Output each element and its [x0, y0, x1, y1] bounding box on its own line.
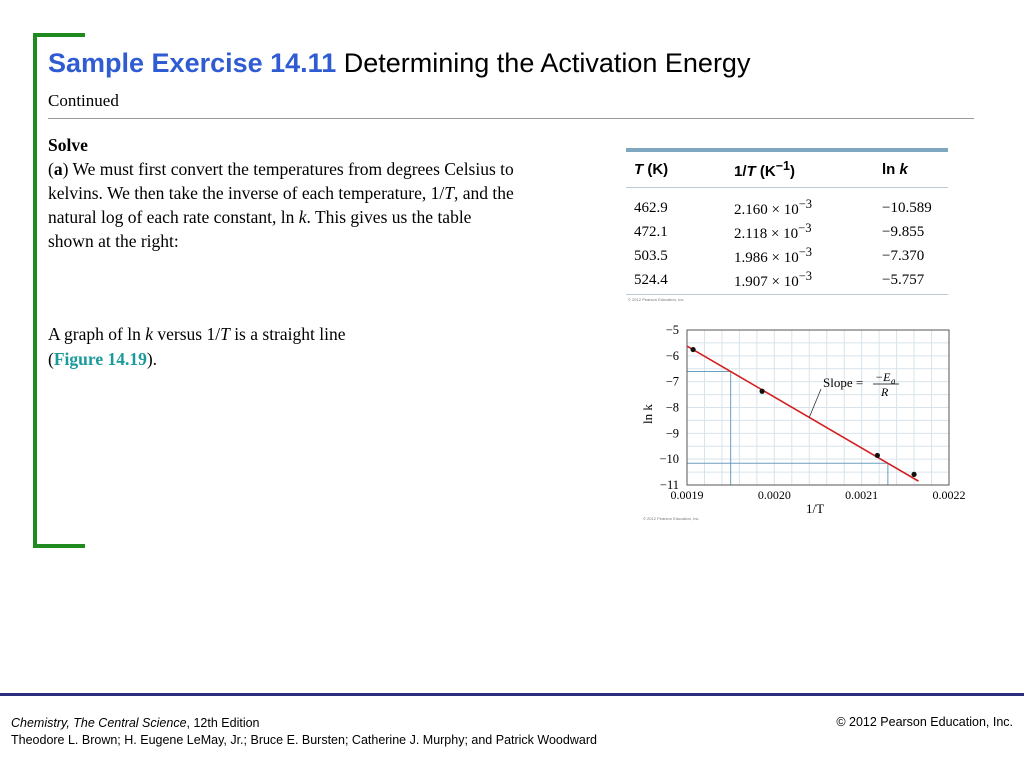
- graph-close: ).: [146, 349, 158, 369]
- footer-authors: Theodore L. Brown; H. Eugene LeMay, Jr.;…: [11, 733, 597, 747]
- data-table: T (K) 1/T (K−1) ln k 462.9 2.160 × 10−3 −1…: [626, 148, 948, 302]
- fit-line: [686, 345, 919, 482]
- table-top-bar: [626, 148, 948, 152]
- arrhenius-plot: −5 −6 −7 −8 −9 −10 −11 0.0019 0.0020 0.0021 0.002…: [640, 323, 966, 516]
- y-tick-label: −6: [666, 349, 679, 363]
- cell-inverse-temperature: 2.160 × 10−3: [734, 197, 813, 218]
- part-open: (: [48, 159, 54, 179]
- x-axis-label: 1/T: [806, 501, 824, 516]
- x-tick-label: 0.0021: [845, 488, 878, 502]
- footer-citation: Chemistry, The Central Science, 12th Edi…: [11, 715, 597, 749]
- slide-bracket: [33, 33, 85, 548]
- cell-ln-k: −5.757: [882, 271, 925, 288]
- table-row: 524.4 1.907 × 10−3 −5.757: [626, 268, 948, 292]
- solve-block: Solve (a) We must first convert the temp…: [48, 133, 518, 253]
- y-tick-label: −5: [666, 323, 679, 337]
- cell-inverse-temperature: 1.986 × 10−3: [734, 245, 813, 266]
- footer-book: Chemistry, The Central Science: [11, 716, 187, 730]
- table-row: 462.9 2.160 × 10−3 −10.589: [626, 188, 948, 221]
- graph-text-c: is a straight line: [229, 324, 346, 344]
- header-temperature: T (K): [626, 152, 726, 188]
- table-row: 472.1 2.118 × 10−3 −9.855: [626, 220, 948, 244]
- y-tick-label: −11: [660, 478, 679, 492]
- data-point: [690, 346, 696, 353]
- part-letter: a: [53, 159, 63, 179]
- graph-open: (: [48, 349, 54, 369]
- graph-text-b: versus 1/: [153, 324, 221, 344]
- solve-var-k: k: [298, 207, 307, 227]
- solve-text-1: We must first convert the temperatures f…: [48, 159, 514, 203]
- solve-paragraph: (a) We must first convert the temperatur…: [48, 157, 518, 253]
- footer-divider: [0, 693, 1024, 696]
- header-ln-k: ln k: [874, 152, 948, 188]
- y-tick-label: −8: [666, 401, 679, 415]
- bracket-vertical: [33, 33, 37, 548]
- x-tick-label: 0.0022: [933, 488, 966, 502]
- solve-heading: Solve: [48, 135, 88, 155]
- slope-subscript: a: [891, 376, 896, 386]
- cell-temperature: 503.5: [634, 247, 668, 264]
- title-rest: Determining the Activation Energy: [336, 48, 751, 78]
- slope-denominator: R: [880, 385, 889, 399]
- slope-label: Slope =: [823, 375, 863, 390]
- plot-grid: [686, 329, 950, 486]
- part-close: ): [62, 159, 69, 179]
- bracket-top: [33, 33, 85, 37]
- cell-ln-k: −10.589: [882, 199, 932, 216]
- title-highlight: Sample Exercise 14.11: [48, 48, 337, 78]
- title-divider: [48, 118, 974, 119]
- cell-temperature: 472.1: [634, 223, 668, 240]
- graph-text-a: A graph of ln: [48, 324, 146, 344]
- slope-annotation: Slope = −E aR: [808, 370, 899, 418]
- x-tick-labels: 0.0019 0.0020 0.0021 0.0022: [671, 488, 966, 502]
- slide-subtitle: Continued: [48, 91, 119, 110]
- plot-guides: [687, 371, 889, 485]
- cell-inverse-temperature: 2.118 × 10−3: [734, 221, 812, 242]
- solve-var-t: T: [444, 183, 454, 203]
- table-row: 503.5 1.986 × 10−3 −7.370: [626, 244, 948, 268]
- x-tick-label: 0.0019: [671, 488, 704, 502]
- cell-inverse-temperature: 1.907 × 10−3: [734, 269, 813, 290]
- cell-temperature: 524.4: [634, 271, 668, 288]
- table-credit: © 2012 Pearson Education, Inc.: [628, 297, 685, 302]
- x-tick-label: 0.0020: [758, 488, 791, 502]
- solve-text-3: . This gives us the table shown at the r…: [48, 207, 472, 251]
- header-inverse-temperature: 1/T (K−1): [726, 152, 874, 188]
- slope-numerator: −E: [875, 370, 891, 384]
- slope-leader: [808, 388, 822, 418]
- graph-var-t: T: [220, 324, 230, 344]
- footer-copyright: © 2012 Pearson Education, Inc.: [836, 715, 1013, 729]
- y-tick-label: −7: [666, 375, 679, 389]
- plot-credit: © 2012 Pearson Education, Inc.: [643, 516, 700, 521]
- table-bottom-rule: [626, 294, 948, 295]
- cell-ln-k: −7.370: [882, 247, 925, 264]
- data-point: [911, 471, 917, 477]
- solve-text-2: , and the natural log of each rate const…: [48, 183, 514, 227]
- cell-temperature: 462.9: [634, 199, 668, 216]
- data-point: [759, 388, 765, 394]
- data-points: [690, 346, 917, 477]
- y-tick-labels: −5 −6 −7 −8 −9 −10 −11: [659, 323, 679, 492]
- graph-description: A graph of ln k versus 1/T is a straight…: [48, 322, 448, 372]
- y-axis-label: ln k: [640, 404, 655, 424]
- graph-var-k: k: [145, 324, 153, 344]
- cell-ln-k: −9.855: [882, 223, 925, 240]
- plot-frame: [686, 329, 950, 486]
- bracket-bottom: [33, 544, 85, 548]
- y-tick-label: −9: [666, 426, 679, 440]
- figure-link[interactable]: Figure 14.19: [53, 349, 147, 369]
- table-header-row: T (K) 1/T (K−1) ln k: [626, 152, 948, 188]
- y-tick-label: −10: [659, 452, 679, 466]
- slide-title: Sample Exercise 14.11 Determining the Ac…: [48, 48, 750, 79]
- footer-edition: , 12th Edition: [186, 716, 260, 730]
- data-point: [874, 452, 880, 459]
- fit-line-segment: [686, 345, 919, 482]
